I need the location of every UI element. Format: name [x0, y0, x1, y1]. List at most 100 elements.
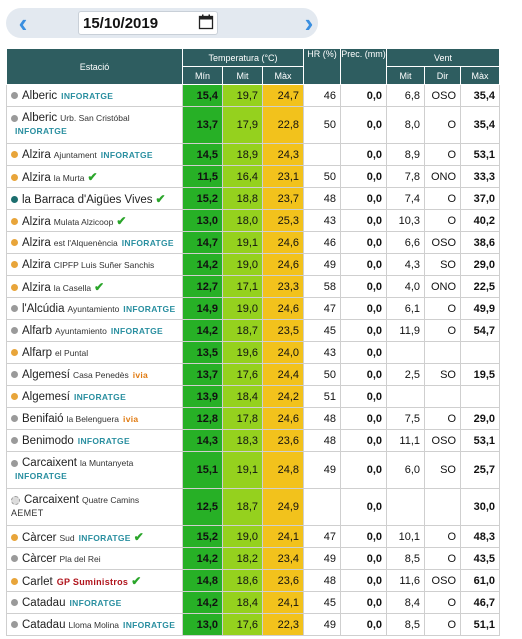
wind-dir-cell: O [424, 187, 461, 210]
station-link[interactable]: Alzira [22, 281, 51, 294]
station-link[interactable]: Alberic [22, 112, 58, 124]
status-dot-icon [11, 261, 18, 269]
station-name-cell: Benimodo INFORATGE [6, 429, 183, 452]
humidity-cell: 48 [303, 407, 341, 430]
network-logo: INFORATGE [121, 237, 174, 248]
wind-mit-cell: 6,1 [386, 297, 425, 320]
wind-max-cell: 35,4 [460, 84, 500, 107]
precipitation-cell: 0,0 [340, 275, 387, 298]
station-link[interactable]: Alzira [22, 236, 51, 249]
station-link[interactable]: Catadau [22, 618, 66, 631]
status-dot-icon [11, 393, 18, 401]
temp-min-cell: 14,9 [182, 297, 223, 320]
temp-max-cell: 22,8 [262, 106, 304, 144]
precipitation-cell: 0,0 [340, 297, 387, 320]
wind-mit-cell: 7,4 [386, 187, 425, 210]
temp-max-cell: 23,7 [262, 187, 304, 210]
station-name-cell: Alzira la Casella ✔ [6, 275, 183, 298]
station-link[interactable]: Benifaió [22, 412, 64, 425]
wind-dir-cell: O [424, 525, 461, 548]
wind-dir-cell: O [424, 319, 461, 342]
temp-mit-cell: 18,0 [222, 209, 263, 232]
wind-mit-cell: 11,9 [386, 319, 425, 342]
precipitation-cell: 0,0 [340, 143, 387, 166]
station-location: Ayuntamiento [55, 325, 107, 336]
humidity-cell: 51 [303, 385, 341, 408]
wind-dir-cell [424, 341, 461, 364]
temp-min-cell: 14,2 [182, 591, 223, 614]
precipitation-cell: 0,0 [340, 209, 387, 232]
station-link[interactable]: Carlet [22, 575, 53, 588]
date-input[interactable]: 15/10/2019 [78, 11, 218, 35]
station-link[interactable]: Alfarb [22, 324, 53, 337]
temp-max-cell: 24,1 [262, 591, 304, 614]
header-wind-max: Màx [460, 66, 500, 85]
station-link[interactable]: Càrcer [22, 552, 57, 565]
station-link[interactable]: Carcaixent [24, 494, 79, 506]
precipitation-cell: 0,0 [340, 253, 387, 276]
table-row: Alzira Mulata Alzicoop ✔ 13,0 18,0 25,3 43 0,0 1… [6, 209, 500, 232]
station-location: Lloma Molina [68, 619, 120, 630]
station-link[interactable]: Alzira [22, 215, 51, 228]
chevron-right-icon[interactable]: › [304, 7, 314, 38]
temp-min-cell: 14,5 [182, 143, 223, 166]
temp-max-cell: 24,6 [262, 231, 304, 254]
station-location: Casa Penedès [72, 369, 129, 380]
station-link[interactable]: Catadau [22, 596, 66, 609]
humidity-cell: 45 [303, 319, 341, 342]
status-dot-icon [11, 415, 18, 423]
wind-mit-cell: 7,8 [386, 165, 425, 188]
table-row: Carcaixent Quatre Camins AEMET 12,5 18,7 24,9… [6, 488, 500, 526]
station-link[interactable]: la Barraca d'Aigües Vives [22, 193, 153, 206]
station-link[interactable]: Benimodo [22, 434, 74, 447]
wind-mit-cell: 4,0 [386, 275, 425, 298]
wind-mit-cell: 6,6 [386, 231, 425, 254]
temp-max-cell: 25,3 [262, 209, 304, 232]
station-link[interactable]: Algemesí [22, 390, 70, 403]
station-link[interactable]: Càrcer [22, 531, 57, 544]
station-link[interactable]: Alzira [22, 148, 51, 161]
temp-max-cell: 23,4 [262, 547, 304, 570]
temp-mit-cell: 19,7 [222, 84, 263, 107]
temp-min-cell: 14,2 [182, 547, 223, 570]
temp-max-cell: 24,6 [262, 253, 304, 276]
station-link[interactable]: Alzira [22, 258, 51, 271]
station-link[interactable]: Algemesí [22, 368, 70, 381]
table-row: la Barraca d'Aigües Vives ✔ 15,2 18,8 23,7 48… [6, 187, 500, 210]
wind-dir-cell: OSO [424, 569, 461, 592]
checkmark-icon: ✔ [133, 529, 144, 544]
temp-mit-cell: 19,1 [222, 451, 263, 489]
station-name-cell: Alfarp el Puntal [6, 341, 183, 364]
humidity-cell: 43 [303, 341, 341, 364]
header-temp-min: Mín [182, 66, 223, 85]
wind-max-cell: 29,0 [460, 407, 500, 430]
table-row: Catadau Lloma Molina INFORATGE 13,0 17,6 22,3… [6, 613, 500, 636]
temp-max-cell: 24,0 [262, 341, 304, 364]
station-location: Urb. San Cristóbal [60, 113, 130, 123]
temp-max-cell: 24,8 [262, 451, 304, 489]
station-link[interactable]: Alfarp [22, 346, 53, 359]
temp-max-cell: 24,1 [262, 525, 304, 548]
network-logo: INFORATGE [69, 597, 122, 608]
station-link[interactable]: Alzira [22, 171, 51, 184]
precipitation-cell: 0,0 [340, 363, 387, 386]
wind-dir-cell: O [424, 209, 461, 232]
station-link[interactable]: Alberic [22, 89, 58, 102]
chevron-left-icon[interactable]: ‹ [18, 7, 28, 38]
humidity-cell: 48 [303, 429, 341, 452]
temp-min-cell: 14,7 [182, 231, 223, 254]
wind-max-cell: 30,0 [460, 488, 500, 526]
temp-mit-cell: 19,6 [222, 341, 263, 364]
station-name-cell: Alzira est l'Alquenència INFORATGE [6, 231, 183, 254]
station-link[interactable]: l'Alcúdia [22, 302, 65, 315]
table-row: Alfarb Ayuntamiento INFORATGE 14,2 18,7 23,5 4… [6, 319, 500, 342]
wind-max-cell: 49,9 [460, 297, 500, 320]
wind-mit-cell: 8,5 [386, 547, 425, 570]
status-dot-icon [11, 196, 18, 204]
wind-mit-cell: 8,0 [386, 106, 425, 144]
wind-mit-cell: 4,3 [386, 253, 425, 276]
network-logo: INFORATGE [15, 471, 68, 481]
wind-mit-cell [386, 385, 425, 408]
station-link[interactable]: Carcaixent [22, 457, 77, 469]
calendar-icon[interactable] [198, 14, 214, 30]
